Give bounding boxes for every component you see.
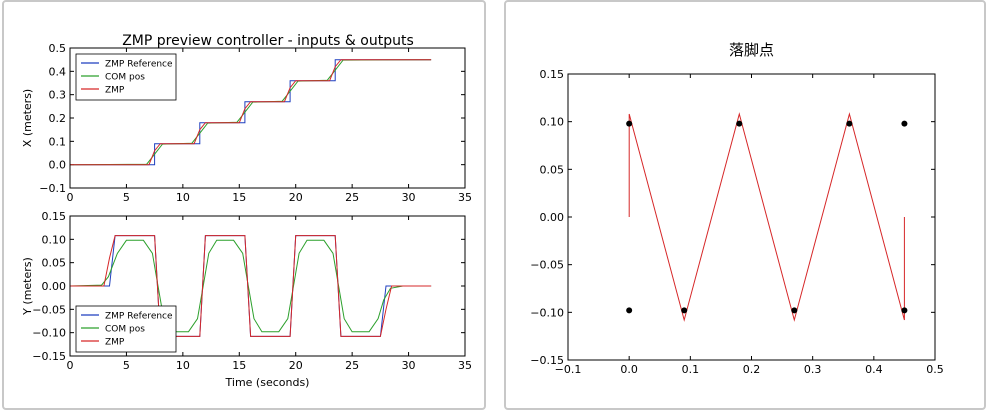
footstep-xtick-label: 0.3 (804, 363, 822, 376)
subplot-x-series-line-1 (70, 59, 432, 166)
subplot-y-xtick-label: 25 (345, 359, 359, 372)
footstep-point (901, 307, 908, 314)
footstep-ytick-label: 0.05 (540, 163, 565, 176)
subplot-x-series-line-2 (70, 59, 432, 166)
subplot-x-frame (69, 47, 466, 189)
footstep-series-line-0 (628, 112, 905, 322)
subplot-y-series-line-1 (70, 239, 432, 333)
subplot-y-ytick-label: 0.05 (42, 257, 67, 270)
subplot-x-xtick-label: 35 (458, 191, 472, 204)
subplot-y-xtick-label: 10 (176, 359, 190, 372)
subplot-y-frame (69, 215, 466, 357)
subplot-x-xtick-label: 10 (176, 191, 190, 204)
subplot-y-xtick-label: 0 (67, 359, 74, 372)
footstep-xtick-label: 0.5 (926, 363, 944, 376)
subplot-x-xtick-label: 30 (402, 191, 416, 204)
subplot-y-legend-label: COM pos (105, 325, 145, 335)
subplot-x-series-group (70, 59, 432, 166)
subplot-y-legend-label: ZMP (105, 338, 125, 348)
footstep-ytick-label: −0.10 (530, 306, 564, 319)
subplot-y-ytick-label: 0.15 (42, 210, 67, 223)
subplot-y-xtick-label: 15 (232, 359, 246, 372)
footstep-point (901, 120, 908, 127)
subplot-y-ytick-label: −0.05 (32, 303, 66, 316)
subplot-y-xtick-label: 35 (458, 359, 472, 372)
footstep-chart-title: 落脚点 (729, 41, 774, 59)
subplot-y-xtick-label: 5 (123, 359, 130, 372)
footstep-xtick-label: −0.1 (555, 363, 582, 376)
footstep-series-group (628, 112, 905, 322)
subplot-y-xtick-label: 30 (402, 359, 416, 372)
subplot-x-ytick-label: 0.2 (49, 112, 67, 125)
footstep-frame (567, 73, 936, 361)
footstep-xtick-label: 0.2 (743, 363, 761, 376)
subplot-y-legend-label: ZMP Reference (105, 312, 173, 322)
subplot-x-ytick-label: 0.4 (49, 65, 67, 78)
subplot-x-legend-label: COM pos (105, 73, 145, 83)
subplot-y-ylabel: Y (meters) (21, 257, 34, 316)
chart-title: ZMP preview controller - inputs & output… (122, 33, 414, 49)
footstep-point (681, 307, 688, 314)
subplot-x-ytick-label: 0.3 (49, 89, 67, 102)
subplot-y-ytick-label: −0.15 (32, 350, 66, 363)
subplot-x-xtick-label: 0 (67, 191, 74, 204)
subplot-x-legend-label: ZMP Reference (105, 60, 173, 70)
subplot-x-xtick-label: 25 (345, 191, 359, 204)
subplot-x-xtick-label: 5 (123, 191, 130, 204)
footstep-panel (504, 0, 986, 410)
footstep-ytick-label: −0.15 (530, 354, 564, 367)
subplot-x-ytick-label: 0.1 (49, 135, 67, 148)
footstep-point (626, 307, 633, 314)
subplot-y-legend-box (75, 305, 177, 353)
subplot-y-ytick-label: 0.00 (42, 280, 67, 293)
footstep-xtick-label: 0.4 (865, 363, 883, 376)
subplot-x-legend-box (75, 53, 177, 101)
subplot-y-xlabel: Time (seconds) (225, 376, 310, 389)
footstep-xtick-label: 0.0 (620, 363, 638, 376)
footstep-ytick-label: −0.05 (530, 259, 564, 272)
footstep-point (791, 307, 798, 314)
subplot-x-xtick-label: 15 (232, 191, 246, 204)
footstep-point (846, 120, 853, 127)
subplot-x-ylabel: X (meters) (21, 89, 34, 147)
footstep-point (626, 120, 633, 127)
subplot-x-ytick-label: 0.0 (49, 159, 67, 172)
footstep-ytick-label: 0.10 (540, 116, 565, 129)
subplot-x-legend-label: ZMP (105, 86, 125, 96)
subplot-y-series-group (70, 235, 432, 337)
footstep-xtick-label: 0.1 (682, 363, 700, 376)
subplot-x-xtick-label: 20 (289, 191, 303, 204)
subplot-x-ytick-label: 0.5 (49, 42, 67, 55)
subplot-y-ytick-label: 0.10 (42, 233, 67, 246)
subplot-y-xtick-label: 20 (289, 359, 303, 372)
footstep-ytick-label: 0.00 (540, 211, 565, 224)
subplot-x-ytick-label: −0.1 (39, 182, 66, 195)
footstep-ytick-label: 0.15 (540, 68, 565, 81)
footstep-point (736, 120, 743, 127)
subplot-y-series-line-2 (70, 235, 432, 337)
subplot-y-ytick-label: −0.10 (32, 327, 66, 340)
